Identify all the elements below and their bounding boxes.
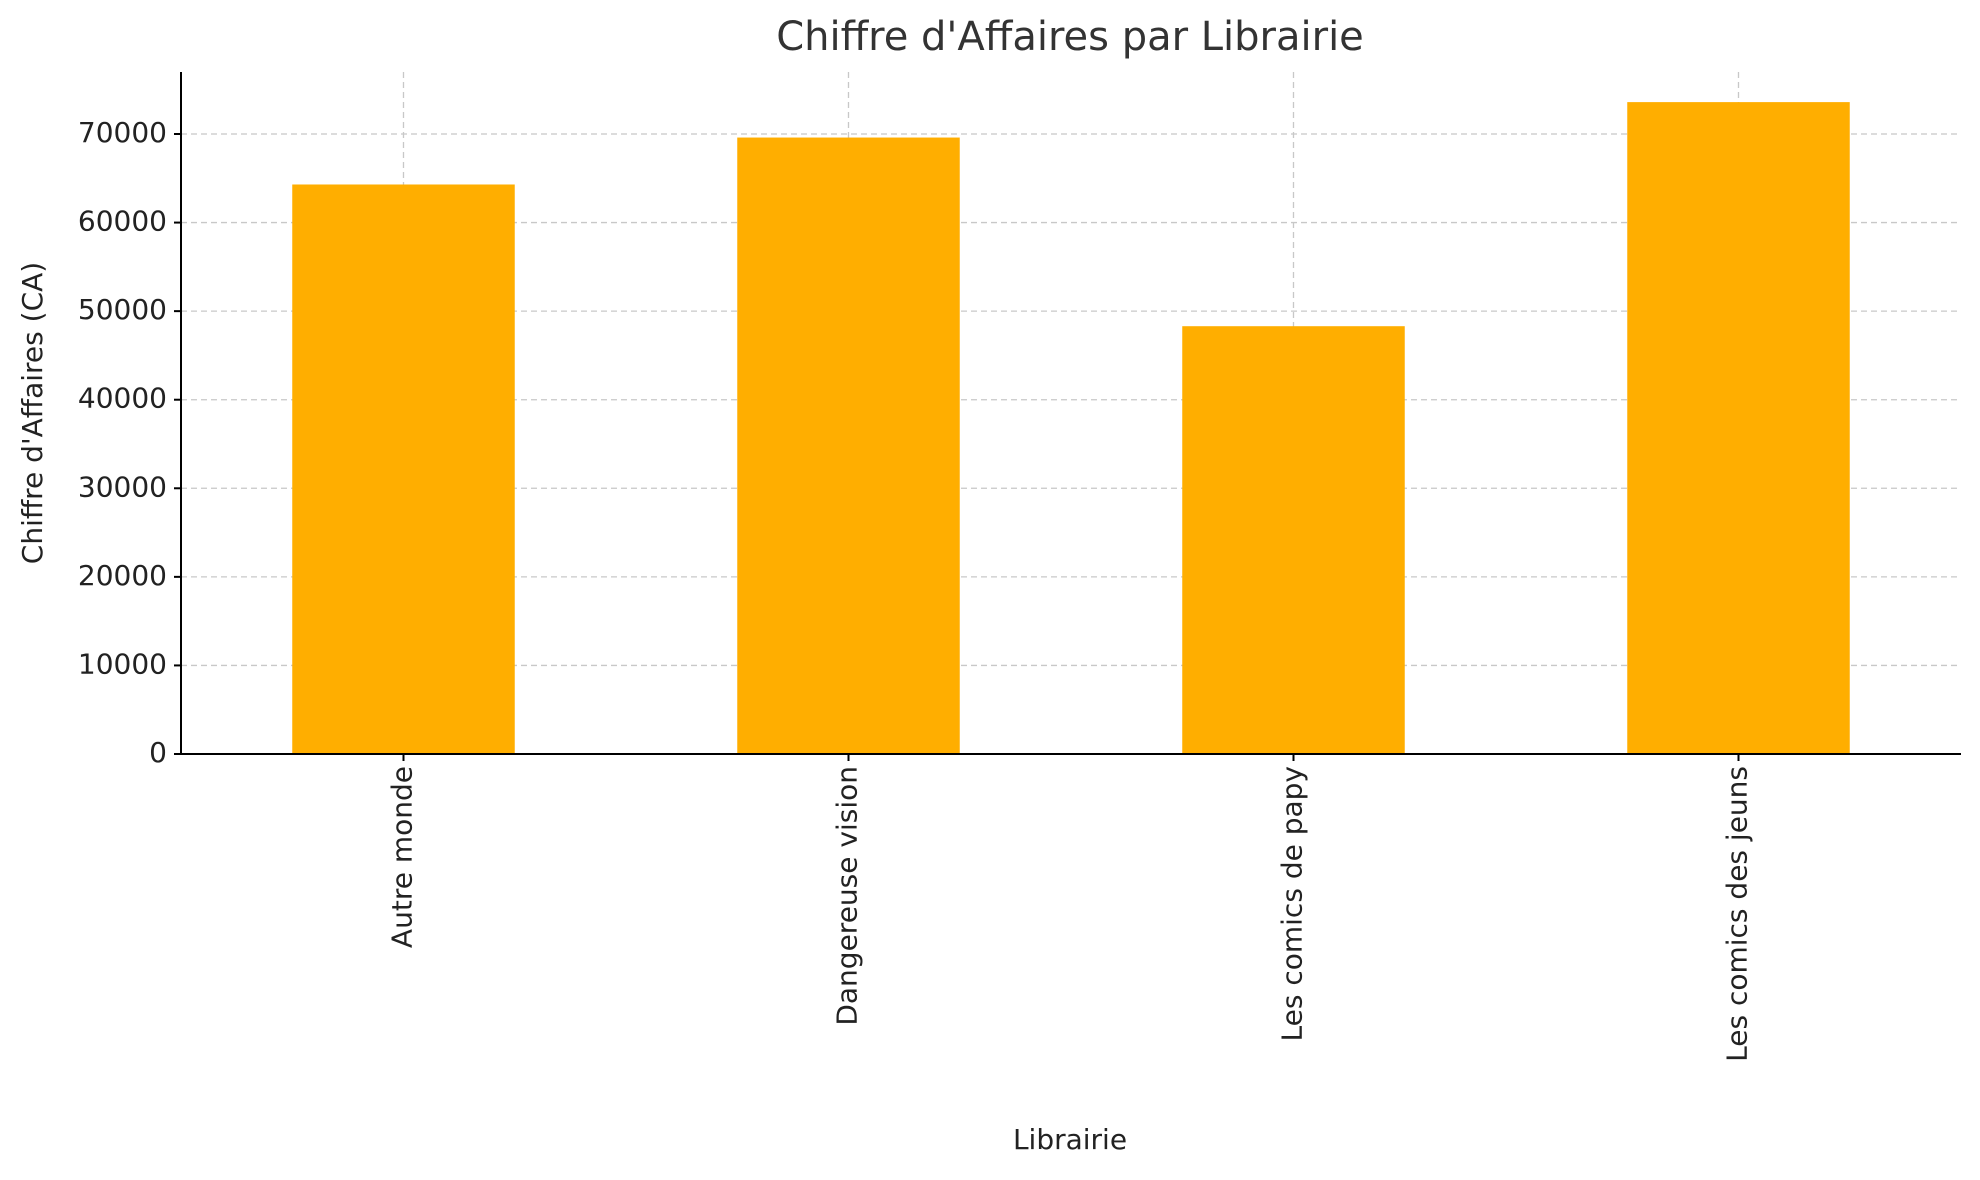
x-tick-label: Dangereuse vision: [831, 766, 864, 1026]
x-axis-label: Librairie: [1013, 1123, 1127, 1156]
y-tick-label: 40000: [78, 382, 167, 415]
x-tick-label: Autre monde: [386, 766, 419, 948]
y-tick-label: 10000: [78, 647, 167, 680]
y-tick-label: 70000: [78, 116, 167, 149]
x-tick-label: Les comics des jeuns: [1721, 766, 1754, 1062]
bar: [737, 137, 960, 755]
y-tick-label: 0: [149, 736, 167, 769]
y-tick-label: 30000: [78, 470, 167, 503]
y-tick-label: 20000: [78, 559, 167, 592]
bar: [292, 184, 515, 754]
y-tick-label: 60000: [78, 205, 167, 238]
x-tick-label: Les comics de papy: [1276, 766, 1309, 1041]
chart-title: Chiffre d'Affaires par Librairie: [776, 14, 1364, 60]
y-axis-label: Chiffre d'Affaires (CA): [16, 262, 49, 564]
y-tick-label: 50000: [78, 293, 167, 326]
bar: [1627, 102, 1850, 755]
bar: [1182, 326, 1405, 754]
